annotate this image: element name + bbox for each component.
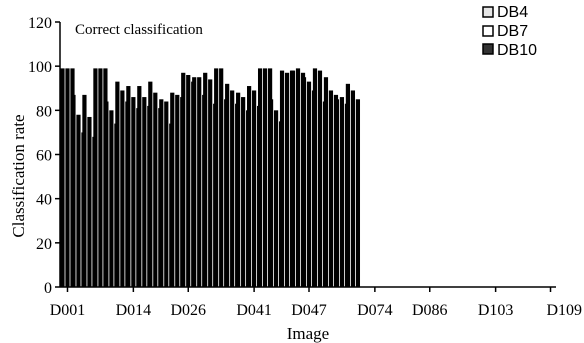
bar-db4-19 bbox=[268, 99, 274, 287]
bar-db4-26 bbox=[345, 83, 351, 287]
bar-db4-7 bbox=[137, 86, 142, 287]
bar-db4-16 bbox=[236, 92, 241, 287]
bar-db4-0 bbox=[60, 68, 65, 288]
bar-db7-8 bbox=[153, 92, 158, 287]
y-axis-title: Classification rate bbox=[9, 114, 28, 237]
bar-db7-13 bbox=[208, 79, 213, 287]
y-tick-label-4: 80 bbox=[36, 103, 52, 120]
y-tick-label-6: 120 bbox=[28, 15, 52, 32]
x-axis-title: Image bbox=[287, 324, 329, 343]
bar-db7-20 bbox=[284, 72, 290, 287]
legend-swatch-db7 bbox=[482, 25, 494, 37]
bar-db4-6 bbox=[126, 86, 131, 287]
bar-db7-21 bbox=[295, 68, 301, 288]
bar-db4-20 bbox=[279, 70, 285, 287]
y-tick-label-3: 60 bbox=[36, 148, 52, 165]
bar-db4-14 bbox=[214, 68, 219, 288]
legend-swatch-db10 bbox=[482, 43, 494, 55]
bar-db7-24 bbox=[328, 90, 334, 288]
bar-db7-18 bbox=[262, 68, 268, 288]
y-ticks-group: 0 20 40 60 80 100 120 bbox=[28, 15, 60, 297]
bar-db7-5 bbox=[120, 90, 125, 288]
x-tick-label-11: D026 bbox=[170, 302, 206, 319]
bar-db4-1 bbox=[71, 94, 76, 288]
x-tick-label-22: D047 bbox=[291, 302, 327, 319]
legend-label-db7: DB7 bbox=[497, 23, 528, 40]
bar-db4-13 bbox=[203, 72, 208, 287]
y-tick-label-5: 100 bbox=[28, 59, 52, 76]
bar-db7-6 bbox=[131, 97, 136, 287]
x-tick-label-33: D086 bbox=[412, 302, 448, 319]
bar-db7-22 bbox=[306, 81, 312, 288]
bar-db7-10 bbox=[175, 94, 180, 288]
bar-db7-12 bbox=[197, 77, 202, 288]
legend-swatch-db4 bbox=[482, 6, 494, 18]
bar-db7-26 bbox=[350, 90, 356, 288]
bar-db7-4 bbox=[109, 110, 114, 287]
bar-db4-3 bbox=[93, 68, 98, 288]
bar-db4-18 bbox=[257, 68, 263, 288]
bar-db7-3 bbox=[98, 68, 103, 288]
bar-db7-0 bbox=[65, 68, 70, 288]
bar-db4-2 bbox=[82, 94, 87, 288]
bar-db7-9 bbox=[164, 101, 169, 287]
x-tick-label-6: D014 bbox=[116, 302, 152, 319]
y-tick-label-2: 40 bbox=[36, 192, 52, 209]
bar-db7-16 bbox=[241, 97, 246, 287]
bar-db4-15 bbox=[225, 83, 230, 287]
bar-db4-25 bbox=[334, 99, 340, 287]
bar-db4-12 bbox=[192, 77, 197, 288]
x-tick-label-39: D103 bbox=[478, 302, 514, 319]
bar-db7-2 bbox=[87, 116, 92, 288]
bar-db4-8 bbox=[148, 81, 153, 288]
bar-db4-9 bbox=[159, 99, 164, 287]
bar-db4-21 bbox=[290, 70, 296, 287]
legend: DB4 DB7 DB10 bbox=[482, 4, 537, 59]
bar-db7-7 bbox=[142, 97, 147, 287]
bar-db4-22 bbox=[301, 77, 307, 288]
bar-db4-24 bbox=[323, 77, 329, 288]
bar-db10-26 bbox=[355, 99, 361, 287]
bar-db4-17 bbox=[247, 86, 252, 287]
bars-group bbox=[60, 68, 361, 288]
bar-db7-19 bbox=[273, 110, 279, 287]
chart-annotation: Correct classification bbox=[75, 22, 203, 38]
bar-db7-14 bbox=[219, 68, 224, 288]
x-tick-label-0: D001 bbox=[50, 302, 86, 319]
bar-db7-1 bbox=[76, 114, 81, 287]
bar-db7-11 bbox=[186, 75, 191, 287]
x-tick-label-28: D074 bbox=[357, 302, 393, 319]
bar-db4-23 bbox=[312, 68, 318, 288]
x-tick-label-44: D109 bbox=[546, 302, 582, 319]
bar-db4-11 bbox=[181, 72, 186, 287]
bar-db4-4 bbox=[104, 101, 109, 287]
y-tick-label-0: 0 bbox=[44, 280, 52, 297]
bar-db4-5 bbox=[115, 81, 120, 288]
x-tick-label-17: D041 bbox=[236, 302, 272, 319]
bar-db7-23 bbox=[317, 70, 323, 287]
x-ticks-group: D001 D014 D026 D041 D047 D074 D086 D103 D109 bbox=[50, 287, 582, 319]
bar-db7-17 bbox=[252, 90, 257, 288]
legend-label-db4: DB4 bbox=[497, 4, 528, 21]
bar-db7-15 bbox=[230, 90, 235, 288]
y-tick-label-1: 20 bbox=[36, 236, 52, 253]
bar-db4-10 bbox=[170, 92, 175, 287]
legend-label-db10: DB10 bbox=[497, 42, 537, 59]
bar-db7-25 bbox=[339, 97, 345, 287]
